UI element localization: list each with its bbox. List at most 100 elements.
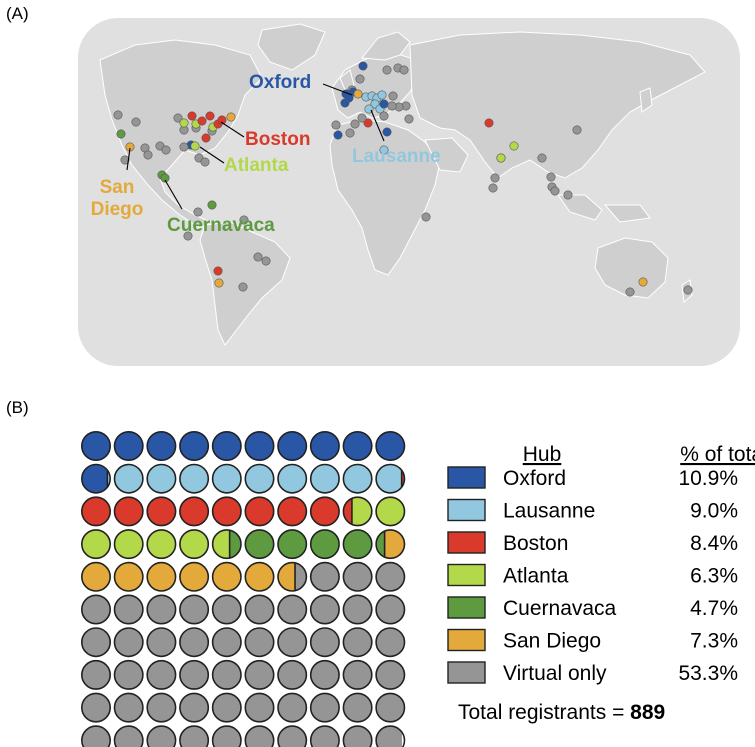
waffle-cell-outline [179,561,210,592]
waffle-fill-virtual [81,660,111,690]
waffle-fill-virtual [376,595,405,624]
waffle-cell [342,496,373,527]
waffle-fill-virtual [278,693,307,722]
legend-label: Boston [503,532,568,555]
legend-header-hub: Hub [523,443,562,466]
waffle-cell-outline [244,725,275,747]
waffle-fill-virtual [147,595,176,624]
waffle-fill-boston [310,497,340,526]
waffle-cell-outline [81,627,112,658]
map-marker-virtual [173,113,183,123]
map-marker-virtual [179,142,189,152]
waffle-cell-outline [81,692,112,723]
map-marker-lausanne [377,90,387,100]
waffle-fill-san-diego [384,529,405,559]
legend-swatch [447,531,486,554]
map-marker-boston [197,116,207,126]
map-marker-virtual [404,114,414,124]
waffle-cell [179,659,210,690]
waffle-fill-virtual [114,726,143,747]
waffle-fill-oxford [343,431,372,461]
map-marker-atlanta [496,153,506,163]
waffle-cell [113,496,144,527]
waffle-cell-outline [211,463,242,494]
waffle-cell [277,692,308,723]
map-marker-virtual [193,207,203,217]
waffle-cell-outline [113,496,144,527]
waffle-cell [81,463,112,494]
waffle-cell-outline [244,561,275,592]
waffle-fill-lausanne [107,464,111,493]
waffle-cell-outline [244,627,275,658]
map-label-cuernavaca: Cuernavaca [167,215,275,236]
waffle-fill-virtual [147,660,176,690]
map-marker-cuernavaca [116,129,126,139]
waffle-fill-boston [245,497,274,526]
legend-row-atlanta: Atlanta 6.3% [447,563,738,588]
waffle-fill-san-diego [278,562,296,591]
waffle-fill-virtual [310,595,340,624]
legend-header-percent: % of total [680,443,755,466]
waffle-cell [211,430,242,461]
waffle-cell-outline [342,692,373,723]
waffle-fill-oxford [179,431,209,461]
waffle-cell-outline [375,496,406,527]
waffle-fill-virtual [310,660,340,690]
waffle-cell-outline [342,561,373,592]
waffle-cell-outline [211,725,242,747]
waffle-cell [244,496,275,527]
waffle-fill-oxford [245,431,274,461]
waffle-cell-outline [342,594,373,625]
waffle-cell-outline [179,496,210,527]
leader-boston [220,121,245,138]
waffle-cell-outline [342,496,373,527]
waffle-cell [244,463,275,494]
waffle-cell [375,725,406,747]
waffle-fill-san-diego [245,562,274,591]
map-marker-boston [213,266,223,276]
map-marker-virtual [546,172,556,182]
legend-label: San Diego [503,630,601,653]
waffle-fill-cuernavaca [229,529,242,559]
map-marker-virtual [345,128,355,138]
waffle-fill-oxford [114,431,143,461]
waffle-cell-outline [113,627,144,658]
waffle-cell-outline [277,430,308,461]
waffle-cell [244,725,275,747]
waffle-cell [81,692,112,723]
waffle-fill-boston [212,497,242,526]
waffle-cell [309,725,340,747]
map-marker-oxford [382,127,392,137]
waffle-cell [309,463,340,494]
leader-san-diego [126,147,131,171]
waffle-cell [146,725,177,747]
waffle-cell-outline [277,561,308,592]
waffle-fill-virtual [212,726,242,747]
map-participant-markers [113,61,693,297]
waffle-cell [211,463,242,494]
waffle-cell-outline [146,725,177,747]
legend-label: Lausanne [503,500,595,523]
waffle-cell [375,496,406,527]
map-marker-virtual [113,110,123,120]
waffle-cell [277,594,308,625]
legend-percent: 4.7% [690,597,738,620]
waffle-cell-outline [375,561,406,592]
waffle-cell [244,561,275,592]
waffle-fill-virtual [81,628,111,657]
waffle-cell-outline [375,659,406,690]
waffle-cell [309,430,340,461]
waffle-cell [179,725,210,747]
waffle-cell-outline [113,692,144,723]
waffle-fill-virtual [343,660,372,690]
map-marker-san-diego [226,112,236,122]
waffle-fill-lausanne [212,464,242,493]
map-marker-virtual [238,282,248,292]
legend-swatch [447,466,486,489]
legend-swatch [447,628,486,652]
waffle-cell-outline [375,430,406,461]
waffle-cell [179,430,210,461]
waffle-cell-outline [309,659,340,690]
legend-swatch [447,498,486,522]
waffle-fill-cuernavaca [245,529,274,559]
